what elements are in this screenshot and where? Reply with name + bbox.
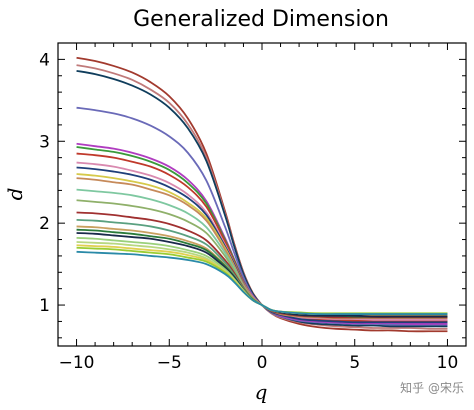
- y-tick-label: 3: [39, 132, 50, 152]
- series-line-16: [76, 225, 448, 317]
- y-tick-label: 1: [39, 296, 50, 316]
- chart-title: Generalized Dimension: [133, 7, 389, 32]
- plot-lines: [76, 56, 448, 333]
- y-axis-label: d: [3, 188, 27, 201]
- y-tick-label: 4: [39, 50, 50, 70]
- x-tick-label: 10: [437, 353, 459, 373]
- series-line-20: [76, 241, 448, 316]
- series-line-4: [76, 106, 448, 326]
- x-tick-label: −5: [157, 353, 182, 373]
- watermark: 知乎 @宋乐: [400, 380, 464, 395]
- series-line-3: [76, 69, 448, 328]
- y-tick-label: 2: [39, 214, 50, 234]
- axis-tick-labels: −10 −5 0 5 10 1 2 3 4: [39, 50, 458, 373]
- x-tick-label: 0: [257, 353, 268, 373]
- x-axis-label: q: [255, 380, 268, 404]
- x-tick-label: −10: [59, 353, 95, 373]
- plot-frame: [57, 42, 467, 347]
- axis-ticks: [57, 42, 467, 346]
- series-line-14: [76, 211, 448, 319]
- series-line-22: [76, 246, 448, 315]
- series-line-23: [76, 250, 448, 316]
- x-tick-label: 5: [349, 353, 360, 373]
- series-line-2: [76, 64, 448, 330]
